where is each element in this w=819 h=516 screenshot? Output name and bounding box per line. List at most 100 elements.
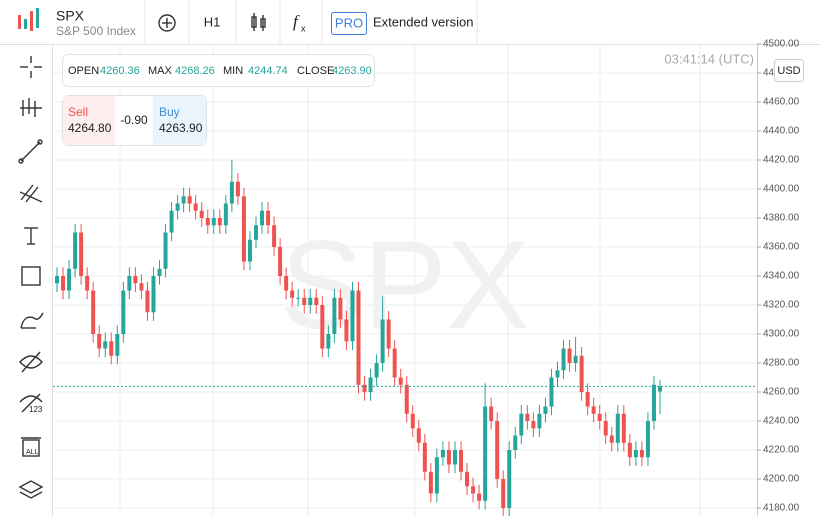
candle-body [368, 377, 373, 393]
candle-body [597, 413, 602, 422]
candle-body [573, 355, 578, 364]
candle-body [477, 493, 482, 501]
y-tick-label: 4200.00 [763, 474, 800, 485]
chart-type[interactable] [251, 13, 266, 31]
candle-body [145, 290, 150, 313]
candle-body [380, 319, 385, 364]
trade-box [62, 95, 207, 146]
candle-body [91, 290, 96, 335]
candle-body [489, 406, 494, 422]
candle-body [260, 210, 265, 226]
candle-body [169, 210, 174, 233]
y-tick-label: 4180.00 [763, 503, 800, 514]
candle-body [79, 232, 84, 277]
candle-body [229, 181, 234, 204]
candle-body [205, 218, 210, 226]
candle-body [193, 203, 198, 211]
candle-body [495, 421, 500, 480]
hide-indicators[interactable]: 123 [19, 393, 43, 414]
candle-body [519, 413, 524, 436]
ohlc-label: MIN [223, 65, 243, 77]
y-tick-label: 4460.00 [763, 97, 800, 108]
candle-body [658, 386, 662, 392]
shape-tool[interactable] [21, 266, 41, 286]
crosshair-tool[interactable] [20, 56, 42, 78]
pro-badge[interactable] [331, 12, 367, 35]
candle-body [513, 435, 518, 451]
buy-label[interactable]: Buy [159, 105, 180, 119]
sell-price[interactable]: 4264.80 [68, 121, 112, 135]
clock: 03:41:14 (UTC) [664, 51, 754, 66]
y-tick-label: 4500.00 [763, 39, 800, 50]
candle-body [121, 290, 126, 335]
candle-body [410, 413, 415, 429]
logo [18, 8, 39, 31]
candle-body [308, 297, 313, 306]
candle-body [531, 421, 536, 429]
ohlc-value: 4244.74 [248, 65, 288, 77]
buy-button[interactable] [153, 96, 206, 145]
hide-drawings[interactable] [19, 351, 43, 373]
y-tick-label: 4300.00 [763, 329, 800, 340]
candle-body [109, 341, 114, 356]
candle-body [483, 406, 488, 501]
candle-body [585, 392, 590, 407]
y-tick-label: 4220.00 [763, 445, 800, 456]
candle-body [253, 225, 258, 240]
candle-body [223, 203, 228, 226]
pro-label[interactable]: PRO [335, 15, 363, 30]
candle-body [374, 363, 379, 378]
ohlc-label: CLOSE [297, 65, 334, 77]
add-indicator[interactable] [158, 14, 176, 32]
extended-version[interactable]: Extended version [373, 14, 473, 29]
ohlc-value: 4260.36 [100, 65, 140, 77]
candle-body [398, 377, 403, 385]
y-axis: 4180.00 4200.00 4220.00 4240.00 4260.00 4280.… [757, 39, 800, 514]
candle-body [459, 450, 464, 472]
candle-body [615, 413, 620, 443]
ohlc-label: OPEN [68, 65, 99, 77]
candle-body [314, 297, 319, 306]
candle-body [543, 406, 548, 414]
candle-body [175, 203, 180, 211]
watermark: SPX [280, 216, 530, 355]
candle-body [555, 370, 560, 378]
sell-label[interactable]: Sell [68, 105, 88, 119]
candle-body [235, 181, 240, 197]
timeframe[interactable]: H1 [204, 14, 221, 29]
ohlc-box [62, 54, 375, 87]
candle-body [627, 442, 632, 458]
brush-tool[interactable] [20, 312, 44, 329]
candle-body [296, 297, 301, 299]
candle-body [386, 319, 391, 349]
candle-body [163, 232, 168, 269]
candle-body [537, 413, 542, 429]
candle-body [633, 450, 638, 458]
currency[interactable]: USD [777, 65, 800, 77]
buy-price[interactable]: 4263.90 [159, 121, 203, 135]
indicators-tool[interactable] [20, 98, 42, 117]
ohlc-value: 4268.26 [175, 65, 215, 77]
candle-body [645, 421, 650, 458]
candle-body [272, 225, 277, 248]
line-tool[interactable] [18, 139, 43, 164]
candle-body [266, 210, 271, 226]
candle-body [55, 276, 59, 284]
candle-body [416, 428, 421, 443]
fib-tool[interactable] [19, 184, 43, 203]
candle-body [187, 196, 192, 204]
layers[interactable] [18, 480, 44, 499]
y-tick-label: 4400.00 [763, 184, 800, 195]
delete-all[interactable]: ALL [21, 437, 41, 457]
candle-body [362, 384, 367, 393]
y-tick-label: 4380.00 [763, 213, 800, 224]
candle-body [73, 232, 78, 269]
sell-button[interactable] [63, 96, 115, 145]
currency-button[interactable] [774, 59, 804, 82]
text-tool[interactable] [24, 227, 38, 245]
symbol[interactable]: SPX [56, 8, 85, 24]
svg-text:123: 123 [29, 405, 43, 414]
y-tick-label: 4440.00 [763, 126, 800, 137]
